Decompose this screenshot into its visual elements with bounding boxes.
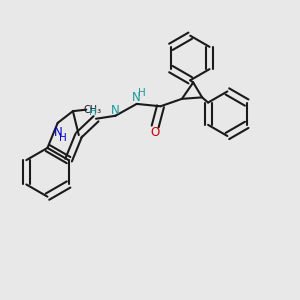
Text: N: N — [132, 92, 140, 104]
Text: O: O — [151, 126, 160, 139]
Text: CH₃: CH₃ — [83, 105, 101, 115]
Text: N: N — [54, 126, 63, 139]
Text: H: H — [59, 134, 67, 143]
Text: N: N — [111, 104, 120, 117]
Text: H: H — [138, 88, 146, 98]
Text: H: H — [88, 107, 96, 117]
